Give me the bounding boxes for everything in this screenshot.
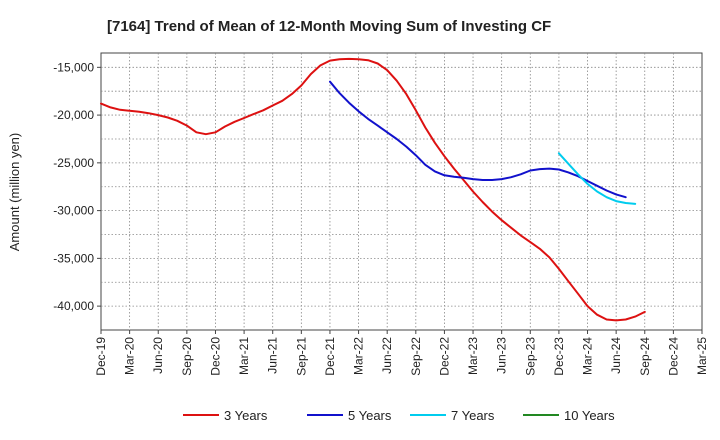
- x-tick-label: Sep-21: [294, 337, 308, 376]
- y-tick-label: -20,000: [53, 108, 94, 122]
- y-tick-label: -30,000: [53, 204, 94, 218]
- x-tick-label: Jun-20: [151, 337, 165, 374]
- x-tick-label: Dec-22: [437, 337, 451, 376]
- grid-lines: [101, 53, 702, 330]
- y-axis-label: Amount (million yen): [7, 133, 22, 252]
- legend-label-7-years: 7 Years: [451, 408, 495, 423]
- x-tick-label: Mar-22: [352, 337, 366, 375]
- x-tick-label: Sep-23: [523, 337, 537, 376]
- x-tick-label: Dec-20: [208, 337, 222, 376]
- x-tick-label: Jun-23: [495, 337, 509, 374]
- x-tick-label: Dec-21: [323, 337, 337, 376]
- x-tick-label: Dec-23: [552, 337, 566, 376]
- chart-title: [7164] Trend of Mean of 12-Month Moving …: [107, 18, 551, 35]
- series-line-3-years: [100, 57, 646, 322]
- x-tick-label: Mar-25: [695, 337, 709, 375]
- plot-area: [100, 52, 703, 331]
- y-tick-label: -35,000: [53, 251, 94, 265]
- x-tick-label: Mar-23: [466, 337, 480, 375]
- x-tick-label: Sep-20: [180, 337, 194, 376]
- x-tick-label: Jun-21: [266, 337, 280, 374]
- series-line-7-years: [557, 152, 637, 205]
- x-tick-label: Sep-24: [638, 337, 652, 376]
- x-tick-label: Jun-22: [380, 337, 394, 374]
- x-tick-label: Jun-24: [609, 337, 623, 374]
- legend: 3 Years 5 Years 7 Years 10 Years: [183, 408, 615, 423]
- x-tick-label: Mar-21: [237, 337, 251, 375]
- x-tick-label: Mar-20: [123, 337, 137, 375]
- x-tick-label: Sep-22: [409, 337, 423, 376]
- x-tick-label: Dec-24: [666, 337, 680, 376]
- series-line-5-years: [329, 80, 627, 199]
- x-tick-label: Dec-19: [94, 337, 108, 376]
- x-axis-ticks: Dec-19 Mar-20 Jun-20 Sep-20 Dec-20 Mar-21 Jun-…: [94, 330, 709, 376]
- series-lines: [100, 57, 646, 322]
- x-tick-label: Mar-24: [581, 337, 595, 375]
- y-tick-label: -40,000: [53, 299, 94, 313]
- legend-label-10-years: 10 Years: [564, 408, 615, 423]
- y-axis-ticks: -15,000 -20,000 -25,000 -30,000 -35,000 -40,0…: [53, 60, 101, 313]
- y-tick-label: -25,000: [53, 156, 94, 170]
- legend-label-5-years: 5 Years: [348, 408, 392, 423]
- y-tick-label: -15,000: [53, 60, 94, 74]
- legend-label-3-years: 3 Years: [224, 408, 268, 423]
